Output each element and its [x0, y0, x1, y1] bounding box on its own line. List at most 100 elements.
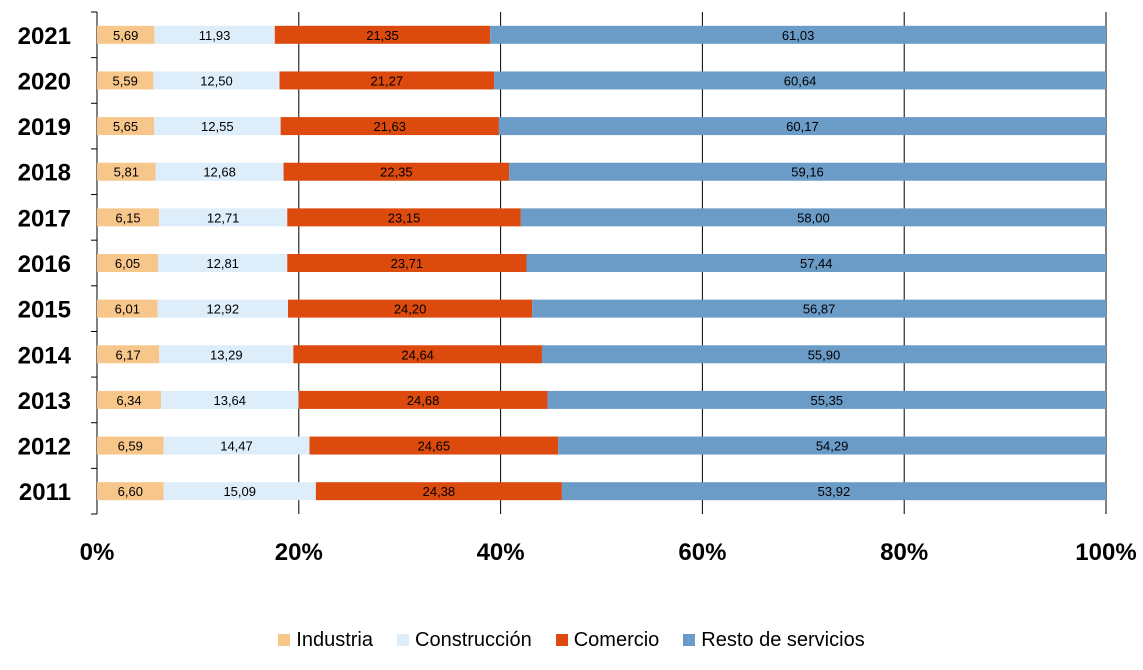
bar-segment	[494, 71, 1106, 90]
data-label: 23,71	[391, 256, 424, 271]
bar-segment	[97, 117, 155, 136]
bar-segment	[97, 345, 160, 364]
data-label: 61,03	[782, 28, 815, 43]
y-tick-label: 2019	[18, 114, 71, 141]
y-tick-label: 2012	[18, 434, 71, 461]
legend-swatch	[397, 634, 409, 646]
bar-segment	[97, 482, 164, 501]
bar-segment	[155, 162, 284, 181]
legend-item: Comercio	[555, 628, 660, 652]
bar-segment	[287, 254, 527, 272]
bar-segment	[159, 345, 294, 364]
legend-item: Industria	[278, 629, 373, 652]
data-label: 15,09	[223, 484, 256, 499]
y-tick-label: 2011	[19, 479, 71, 506]
data-label: 5,69	[113, 28, 138, 43]
data-label: 24,64	[401, 347, 434, 362]
data-label: 60,17	[786, 119, 819, 134]
data-label: 56,87	[803, 302, 836, 317]
data-label: 22,35	[380, 165, 413, 180]
legend: Industria Construcción Comercio Resto de se…	[0, 620, 1143, 660]
data-label: 24,68	[407, 393, 440, 408]
data-label: 6,34	[116, 393, 141, 408]
data-label: 12,81	[206, 256, 239, 271]
data-label: 12,68	[203, 165, 236, 180]
legend-swatch	[555, 634, 568, 646]
data-label: 12,71	[207, 210, 240, 225]
data-label: 21,27	[371, 73, 404, 88]
y-tick-label: 2021	[18, 23, 71, 50]
data-label: 5,59	[113, 73, 138, 88]
data-label: 13,29	[210, 347, 243, 362]
data-label: 24,38	[423, 484, 456, 499]
x-tick-label: 40%	[477, 539, 525, 566]
y-tick-label: 2020	[18, 68, 71, 95]
data-label: 55,90	[808, 347, 841, 362]
x-tick-label: 20%	[275, 539, 323, 566]
data-label: 6,60	[118, 484, 143, 499]
bar-segment	[97, 25, 155, 44]
bar-segment	[157, 299, 289, 318]
bar-segment	[163, 436, 310, 455]
data-label: 6,59	[118, 439, 143, 454]
bar-segment	[160, 390, 299, 409]
y-tick-label: 2017	[18, 205, 71, 232]
data-label: 24,20	[394, 302, 427, 317]
bar-segment	[97, 299, 158, 318]
data-label: 5,65	[113, 119, 138, 134]
data-label: 53,92	[818, 484, 851, 499]
y-tick-label: 2018	[18, 160, 71, 187]
data-label: 60,64	[784, 73, 817, 88]
legend-label: Industria	[296, 628, 373, 651]
x-tick-label: 60%	[678, 539, 726, 566]
data-label: 21,35	[366, 28, 399, 43]
y-tick-label: 2014	[18, 342, 72, 369]
bar-segment	[163, 482, 316, 501]
bar-segment	[287, 208, 521, 227]
bar-segment	[298, 390, 548, 409]
bar-segment	[561, 482, 1106, 501]
legend-item: Resto de servicios	[683, 628, 865, 652]
data-label: 6,15	[115, 210, 140, 225]
data-label: 12,50	[200, 73, 233, 88]
bar-segment	[97, 71, 154, 90]
data-label: 6,05	[115, 256, 140, 271]
data-label: 14,47	[220, 439, 253, 454]
data-label: 57,44	[800, 256, 833, 271]
y-tick-label: 2015	[18, 297, 71, 324]
bar-segment	[498, 117, 1106, 136]
bar-segment	[288, 299, 533, 318]
bar-segment	[153, 71, 280, 90]
legend-label: Resto de servicios	[701, 628, 865, 651]
data-label: 24,65	[418, 439, 451, 454]
bar-segment	[558, 436, 1106, 455]
data-label: 55,35	[811, 393, 844, 408]
data-label: 6,17	[115, 347, 140, 362]
bar-segment	[274, 25, 491, 44]
data-label: 6,01	[115, 302, 140, 317]
bar-segment	[547, 390, 1106, 409]
data-label: 54,29	[816, 439, 849, 454]
data-label: 59,16	[791, 165, 824, 180]
bar-segment	[158, 254, 288, 272]
bar-segment	[159, 208, 288, 227]
legend-label: Construcción	[415, 628, 532, 651]
bar-segment	[279, 71, 495, 90]
bar-segment	[283, 162, 510, 181]
data-label: 21,63	[373, 119, 406, 134]
x-tick-label: 100%	[1075, 539, 1136, 566]
y-tick-label: 2016	[18, 251, 71, 278]
bar-segment	[154, 117, 281, 136]
y-tick-label: 2013	[18, 388, 71, 415]
data-label: 12,55	[201, 119, 234, 134]
bar-segment	[154, 25, 275, 44]
bar-segment	[520, 208, 1106, 227]
bar-segment	[526, 254, 1106, 272]
bar-segment	[293, 345, 542, 364]
bar-segment	[315, 482, 562, 501]
legend-label: Comercio	[573, 628, 660, 651]
x-tick-label: 80%	[880, 539, 928, 566]
x-tick-label: 0%	[80, 539, 115, 566]
bar-segment	[280, 117, 499, 136]
